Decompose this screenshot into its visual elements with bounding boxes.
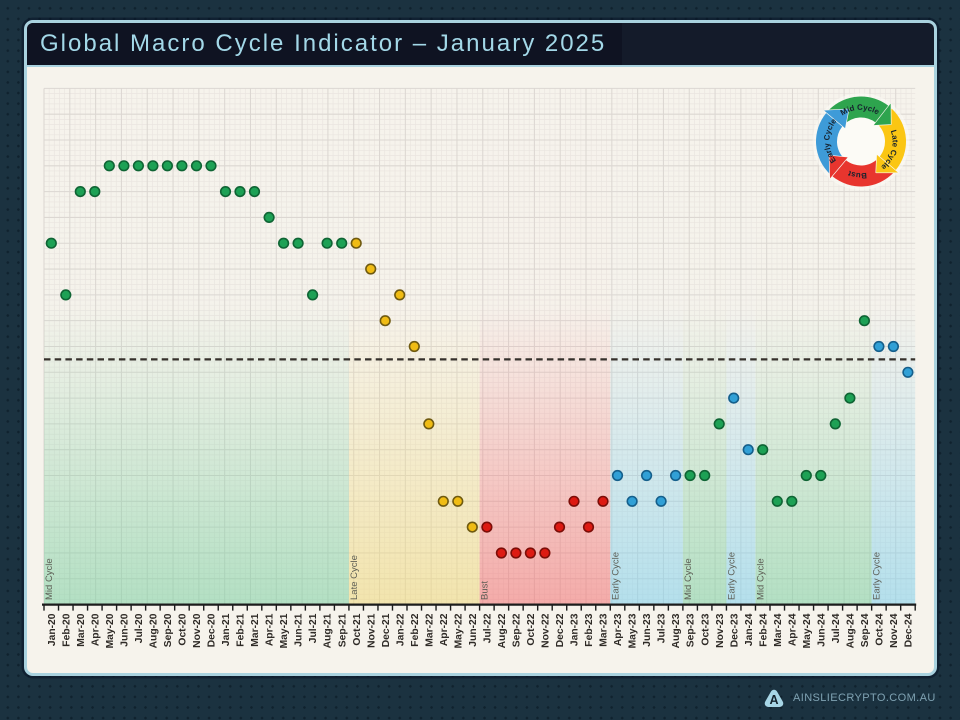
- svg-text:Bust: Bust: [480, 581, 491, 600]
- svg-text:Nov-23: Nov-23: [715, 613, 726, 648]
- svg-text:Oct-23: Oct-23: [700, 613, 711, 645]
- svg-text:Jan-24: Jan-24: [744, 613, 755, 646]
- svg-text:Jun-21: Jun-21: [294, 613, 305, 646]
- svg-text:Bust: Bust: [847, 169, 868, 181]
- svg-text:Aug-21: Aug-21: [323, 613, 334, 648]
- svg-text:Apr-21: Apr-21: [265, 613, 276, 646]
- svg-text:Dec-23: Dec-23: [729, 613, 740, 647]
- svg-text:Mar-20: Mar-20: [76, 613, 87, 646]
- svg-text:Aug-24: Aug-24: [846, 613, 857, 648]
- svg-text:Early Cycle: Early Cycle: [610, 552, 621, 600]
- svg-text:Late Cycle: Late Cycle: [349, 555, 360, 600]
- svg-text:Oct-21: Oct-21: [352, 613, 363, 645]
- svg-text:Mid Cycle: Mid Cycle: [756, 558, 767, 600]
- svg-text:Jun-20: Jun-20: [120, 613, 131, 646]
- svg-text:Mar-23: Mar-23: [599, 613, 610, 646]
- svg-text:Jul-23: Jul-23: [657, 613, 668, 643]
- svg-text:Jan-20: Jan-20: [47, 613, 58, 646]
- svg-text:Nov-20: Nov-20: [192, 613, 203, 648]
- svg-text:Aug-22: Aug-22: [497, 613, 508, 648]
- svg-text:Jul-22: Jul-22: [483, 613, 494, 643]
- svg-text:May-21: May-21: [279, 613, 290, 648]
- svg-text:Early Cycle: Early Cycle: [872, 552, 883, 600]
- svg-text:Mid Cycle: Mid Cycle: [44, 558, 55, 600]
- svg-text:Feb-21: Feb-21: [236, 613, 247, 646]
- svg-text:Nov-24: Nov-24: [889, 613, 900, 648]
- svg-text:Dec-21: Dec-21: [381, 613, 392, 647]
- svg-text:Aug-23: Aug-23: [671, 613, 682, 648]
- svg-text:Oct-24: Oct-24: [875, 613, 886, 645]
- svg-text:Mar-22: Mar-22: [424, 613, 435, 646]
- svg-text:Jan-22: Jan-22: [395, 613, 406, 646]
- svg-text:Jul-20: Jul-20: [134, 613, 145, 643]
- svg-text:Apr-23: Apr-23: [613, 613, 624, 646]
- svg-text:Sep-20: Sep-20: [163, 613, 174, 647]
- svg-text:Aug-20: Aug-20: [149, 613, 160, 648]
- svg-text:Early Cycle: Early Cycle: [726, 552, 737, 600]
- svg-text:Jun-23: Jun-23: [642, 613, 653, 646]
- svg-text:May-22: May-22: [453, 613, 464, 648]
- svg-text:May-20: May-20: [105, 613, 116, 648]
- svg-text:Feb-23: Feb-23: [584, 613, 595, 646]
- svg-text:Feb-22: Feb-22: [410, 613, 421, 646]
- svg-text:Apr-24: Apr-24: [787, 613, 798, 646]
- svg-text:Oct-22: Oct-22: [526, 613, 537, 645]
- svg-text:Mid Cycle: Mid Cycle: [683, 558, 694, 600]
- svg-text:Jun-24: Jun-24: [816, 613, 827, 646]
- svg-text:Mar-21: Mar-21: [250, 613, 261, 646]
- svg-text:Sep-22: Sep-22: [512, 613, 523, 647]
- svg-text:Sep-24: Sep-24: [860, 613, 871, 647]
- svg-text:Feb-20: Feb-20: [61, 613, 72, 646]
- svg-text:Dec-20: Dec-20: [207, 613, 218, 647]
- svg-text:Mar-24: Mar-24: [773, 613, 784, 646]
- svg-text:Apr-20: Apr-20: [90, 613, 101, 646]
- svg-text:Jan-23: Jan-23: [570, 613, 581, 646]
- svg-text:Nov-21: Nov-21: [366, 613, 377, 648]
- svg-text:Dec-22: Dec-22: [555, 613, 566, 647]
- svg-text:Apr-22: Apr-22: [439, 613, 450, 646]
- svg-text:May-23: May-23: [628, 613, 639, 648]
- svg-text:Jul-24: Jul-24: [831, 613, 842, 643]
- svg-text:Sep-21: Sep-21: [337, 613, 348, 647]
- svg-text:Nov-22: Nov-22: [541, 613, 552, 648]
- svg-text:Feb-24: Feb-24: [758, 613, 769, 646]
- svg-text:Dec-24: Dec-24: [904, 613, 915, 647]
- svg-text:May-24: May-24: [802, 613, 813, 648]
- svg-text:Jul-21: Jul-21: [308, 613, 319, 643]
- svg-text:Jan-21: Jan-21: [221, 613, 232, 646]
- svg-text:Oct-20: Oct-20: [178, 613, 189, 645]
- svg-text:Sep-23: Sep-23: [686, 613, 697, 647]
- svg-text:A: A: [769, 693, 778, 707]
- svg-text:Jun-22: Jun-22: [468, 613, 479, 646]
